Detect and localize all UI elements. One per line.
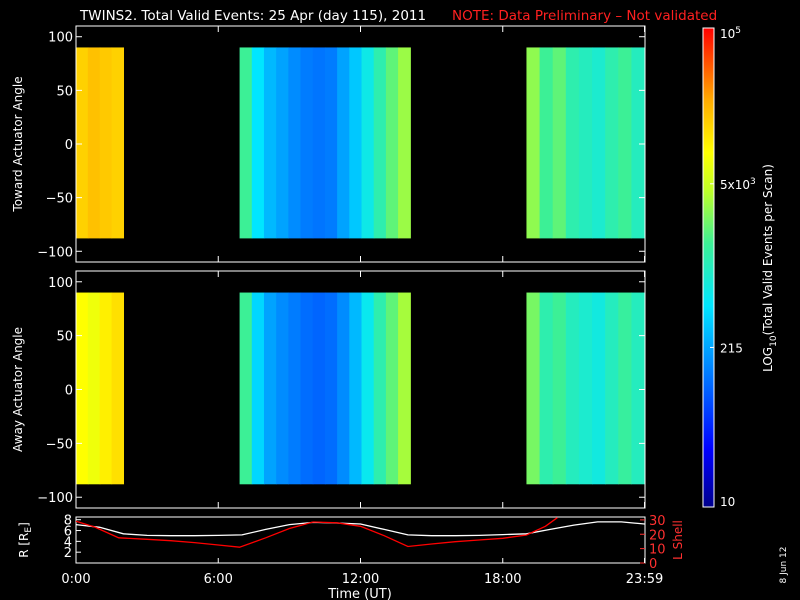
colorbar-tick-label-3: 215 xyxy=(720,341,743,355)
panel-1-segment-3-cell-4 xyxy=(565,47,580,239)
panel-1-segment-2-cell-3 xyxy=(263,47,277,239)
panel-2-segment-2-cell-6 xyxy=(300,292,314,485)
panel-2-ytick-label-1: 100 xyxy=(48,276,73,291)
panel-1-segment-3-cell-1 xyxy=(526,47,541,239)
panel-2-segment-2-cell-1 xyxy=(239,292,253,485)
orbit-series-2-line xyxy=(75,517,558,548)
panel-2-segment-2-cell-8 xyxy=(324,292,338,485)
orbit-series-1-line xyxy=(75,521,645,537)
orbit-right-label: L Shell xyxy=(671,520,685,560)
panel-1-segment-2-cell-9 xyxy=(337,47,350,239)
panel-1-segment-2-cell-2 xyxy=(251,47,265,239)
panel-1-segment-2-cell-14 xyxy=(398,47,411,239)
panel-1-segment-3-cell-9 xyxy=(631,47,646,239)
panel-2-segment-3-cell-8 xyxy=(618,292,633,485)
frames-layer xyxy=(75,25,715,564)
time-axis-label: Time (UT) xyxy=(327,587,392,600)
panel-2-segment-3-cell-1 xyxy=(526,292,541,485)
panel-2-segment-1-cell-4 xyxy=(111,292,125,485)
orbit-right-tick-label-2: 10 xyxy=(649,543,666,558)
orbit-right-tick-label-4: 30 xyxy=(649,514,666,529)
colorbar xyxy=(702,27,715,508)
panel-1-ylabel: Toward Actuator Angle xyxy=(11,76,25,212)
panel-2-ytick-label-5: −100 xyxy=(37,491,73,506)
panel-1-segment-1-cell-1 xyxy=(76,47,89,239)
panel-1-segment-2-cell-1 xyxy=(239,47,253,239)
panel-2-segment-2-cell-9 xyxy=(337,292,350,485)
panel-2-segment-2-cell-12 xyxy=(373,292,387,485)
colorbar-tick-label-4: 10 xyxy=(720,495,735,509)
panel-1-segment-2-cell-8 xyxy=(324,47,338,239)
panel-2-segment-1-cell-1 xyxy=(76,292,89,485)
panel-2-ylabel: Away Actuator Angle xyxy=(11,327,25,452)
panel-1-segment-1-cell-2 xyxy=(87,47,101,239)
orbit-right-tick-label-3: 20 xyxy=(649,528,666,543)
panel-1-segment-2-cell-10 xyxy=(349,47,363,239)
panel-2-segment-3-cell-5 xyxy=(578,292,593,485)
panel-1-segment-2-cell-6 xyxy=(300,47,314,239)
panel-2-segment-2-cell-13 xyxy=(385,292,399,485)
panel-1-ytick-label-5: −100 xyxy=(37,245,73,260)
date-stamp: 8 Jun 12 xyxy=(779,547,789,584)
panel-1-segment-2-cell-4 xyxy=(276,47,289,239)
panel-1-segment-3-cell-3 xyxy=(552,47,567,239)
panel-1-ytick-label-2: 50 xyxy=(56,84,73,99)
panel-1-ytick-label-3: 0 xyxy=(65,138,73,153)
panel-2-segment-3-cell-4 xyxy=(565,292,580,485)
orbit-left-tick-label-3: 6 xyxy=(64,525,72,540)
time-tick-label-5: 23:59 xyxy=(626,572,663,587)
panel-1-segment-2-cell-11 xyxy=(361,47,375,239)
panel-2-segment-3-cell-3 xyxy=(552,292,567,485)
orbit-left-tick-label-1: 2 xyxy=(64,546,72,561)
orbit-left-tick-label-4: 8 xyxy=(64,514,72,529)
panel-1-ytick-label-4: −50 xyxy=(46,192,73,207)
panel-1-segment-2-cell-12 xyxy=(373,47,387,239)
colorbar-tick-label-1: 105 xyxy=(720,26,741,41)
orbit-left-tick-label-2: 4 xyxy=(64,535,72,550)
panel-2-segment-1-cell-3 xyxy=(99,292,113,485)
panel-1-ytick-label-1: 100 xyxy=(48,31,73,46)
panel-2-segment-3-cell-9 xyxy=(631,292,646,485)
colorbar-label: LOG10(Total Valid Events per Scan) xyxy=(761,164,779,372)
orbit-left-label: R [RE] xyxy=(17,522,34,558)
panel-1-segment-1-cell-4 xyxy=(111,47,125,239)
time-tick-label-3: 12:00 xyxy=(342,572,379,587)
panel-1-segment-2-cell-5 xyxy=(288,47,302,239)
orbit-right-tick-label-1: 0 xyxy=(649,557,657,572)
panel-1-segment-2-cell-7 xyxy=(312,47,326,239)
heatmap-layer xyxy=(76,26,646,508)
panel-1-segment-3-cell-2 xyxy=(539,47,554,239)
panel-2-segment-2-cell-14 xyxy=(398,292,411,485)
panel-2-ytick-label-3: 0 xyxy=(65,384,73,399)
panel-2-segment-3-cell-6 xyxy=(592,292,606,485)
panel-2-segment-3-cell-7 xyxy=(605,292,619,485)
panel-2-segment-2-cell-5 xyxy=(288,292,302,485)
orbit-panel-frame xyxy=(75,516,646,564)
panel-2-segment-2-cell-10 xyxy=(349,292,363,485)
panel-2-segment-2-cell-3 xyxy=(263,292,277,485)
colorbar-tick-label-2: 5x103 xyxy=(720,177,756,192)
time-tick-label-1: 0:00 xyxy=(61,572,90,587)
panel-2-segment-3-cell-2 xyxy=(539,292,554,485)
panel-1-segment-2-cell-13 xyxy=(385,47,399,239)
time-tick-label-4: 18:00 xyxy=(484,572,521,587)
panel-2-segment-2-cell-2 xyxy=(251,292,265,485)
panel-2-segment-2-cell-11 xyxy=(361,292,375,485)
panel-2-ytick-label-2: 50 xyxy=(56,330,73,345)
panel-2-segment-2-cell-7 xyxy=(312,292,326,485)
panel-2-ytick-label-4: −50 xyxy=(46,437,73,452)
panel-1-segment-3-cell-6 xyxy=(592,47,606,239)
chart-title: TWINS2. Total Valid Events: 25 Apr (day … xyxy=(79,8,426,24)
panel-2-segment-2-cell-4 xyxy=(276,292,289,485)
panel-1-segment-1-cell-3 xyxy=(99,47,113,239)
panel-1-segment-3-cell-5 xyxy=(578,47,593,239)
panel-1-segment-3-cell-8 xyxy=(618,47,633,239)
time-tick-label-2: 6:00 xyxy=(204,572,233,587)
panel-2-segment-1-cell-2 xyxy=(87,292,101,485)
data-note: NOTE: Data Preliminary – Not validated xyxy=(452,8,717,24)
panel-1-segment-3-cell-7 xyxy=(605,47,619,239)
